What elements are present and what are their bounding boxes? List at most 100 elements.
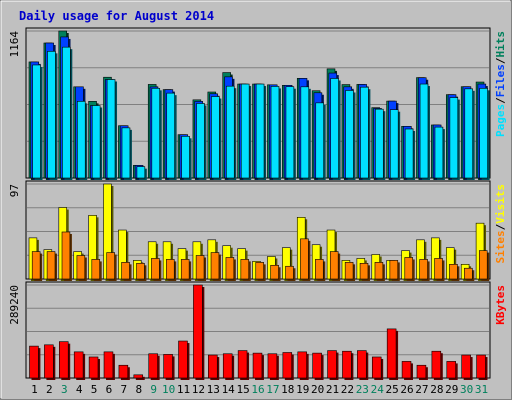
bar-kbytes-day-29-face [446,361,456,379]
legend-entry: / [494,57,507,64]
bar-pages-day-13-face [211,96,220,179]
x-tick-label-day-17: 17 [266,383,279,396]
bar-pages-day-9 [151,88,162,180]
bar-sites-day-20 [315,259,326,281]
bar-pages-day-9-face [151,88,161,179]
bar-pages-day-31-face [479,88,488,179]
bar-kbytes-day-2-face [44,344,54,379]
bar-sites-day-17 [270,264,281,281]
bar-pages-day-4 [77,101,88,180]
bar-kbytes-day-23 [357,350,369,380]
x-tick-label-day-28: 28 [430,383,443,396]
bar-sites-day-2 [46,251,58,281]
bar-sites-day-5-face [91,259,101,280]
x-tick-label-day-6: 6 [106,383,113,396]
bar-kbytes-day-15-face [237,350,248,379]
bar-pages-day-10-face [166,92,175,179]
bar-kbytes-day-4-face [73,351,84,379]
bar-pages-day-29-face [449,97,459,179]
bar-sites-day-1-face [31,251,41,280]
x-tick-label-day-8: 8 [135,383,142,396]
panel-max-label: 289240 [8,285,21,325]
bar-pages-day-26-face [404,128,414,179]
bar-kbytes-day-12-face [193,284,203,379]
bar-sites-day-16 [255,262,266,281]
x-tick-label-day-29: 29 [445,383,458,396]
bar-pages-day-21 [330,78,341,180]
bar-sites-day-18 [285,265,296,281]
bar-kbytes-day-23-face [357,350,367,379]
bar-pages-day-28-face [434,126,444,179]
bar-pages-day-21-face [330,78,339,179]
bar-pages-day-1 [32,64,43,180]
bar-kbytes-day-30 [461,354,473,380]
legend-entry: Pages [494,104,507,137]
legend-entry: / [494,223,507,230]
bar-pages-day-12 [196,103,207,180]
bar-kbytes-day-17-face [267,353,278,379]
bar-kbytes-day-20-face [312,352,322,379]
bar-pages-day-19-face [300,86,310,179]
bar-kbytes-day-24-face [371,356,382,379]
bar-sites-day-4 [76,255,87,281]
bar-kbytes-day-20 [312,352,324,380]
x-tick-label-day-16: 16 [251,383,264,396]
bar-pages-day-29 [449,97,460,180]
bar-sites-day-15-face [240,259,250,280]
bar-sites-day-24 [374,262,385,281]
bar-sites-day-15 [240,259,251,281]
bar-sites-day-3 [61,231,72,281]
bar-pages-day-6 [106,79,118,180]
bar-kbytes-day-22-face [342,350,352,379]
bar-pages-day-24 [375,108,386,180]
bar-kbytes-day-22 [342,350,354,380]
x-tick-label-day-14: 14 [222,383,236,396]
bar-pages-day-17 [270,86,281,180]
x-tick-label-day-21: 21 [326,383,339,396]
bar-pages-day-25 [389,109,401,180]
bar-sites-day-30 [464,267,475,281]
x-tick-label-day-27: 27 [415,383,428,396]
x-tick-label-day-11: 11 [177,383,190,396]
bar-sites-day-23-face [359,263,369,280]
bar-sites-day-21 [329,251,341,281]
bar-pages-day-28 [434,126,445,180]
bar-pages-day-20-face [315,102,324,179]
bar-sites-day-11 [180,259,192,281]
bar-sites-day-9 [151,258,162,281]
bar-sites-day-7-face [121,262,130,280]
x-tick-label-day-30: 30 [460,383,473,396]
bar-kbytes-day-5-face [88,356,99,379]
x-tick-label-day-1: 1 [31,383,38,396]
bar-sites-day-16-face [255,262,264,280]
legend-entry: / [494,97,507,104]
bar-sites-day-22 [344,262,356,281]
bar-kbytes-day-18-face [282,352,293,379]
bar-sites-day-21-face [329,251,339,280]
bar-sites-day-26-face [404,257,413,280]
x-tick-label-day-20: 20 [311,383,324,396]
bar-sites-day-8 [136,263,147,281]
bar-pages-day-17-face [270,86,280,179]
panel-legend: Pages/Files/Hits [494,31,507,137]
legend-entry: KBytes [494,285,507,325]
bar-sites-day-8-face [136,263,145,280]
legend-entry: Sites [494,230,507,263]
bar-sites-day-29-face [449,264,458,280]
bar-pages-day-13 [211,96,222,180]
bar-sites-day-31 [478,250,490,281]
x-tick-label-day-26: 26 [400,383,413,396]
bar-pages-day-6-face [106,79,116,179]
bar-pages-day-14 [226,85,237,180]
bar-sites-day-6 [106,252,117,281]
bar-sites-day-13 [210,252,221,281]
bar-pages-day-16-face [255,83,265,179]
bar-pages-day-30 [464,88,475,180]
bar-kbytes-day-31 [476,354,488,380]
bar-kbytes-day-8 [133,374,145,380]
bar-kbytes-day-4 [73,351,86,380]
bar-kbytes-day-25-face [386,328,397,379]
bar-kbytes-day-9 [148,353,160,380]
panel-max-label: 1164 [8,31,21,58]
